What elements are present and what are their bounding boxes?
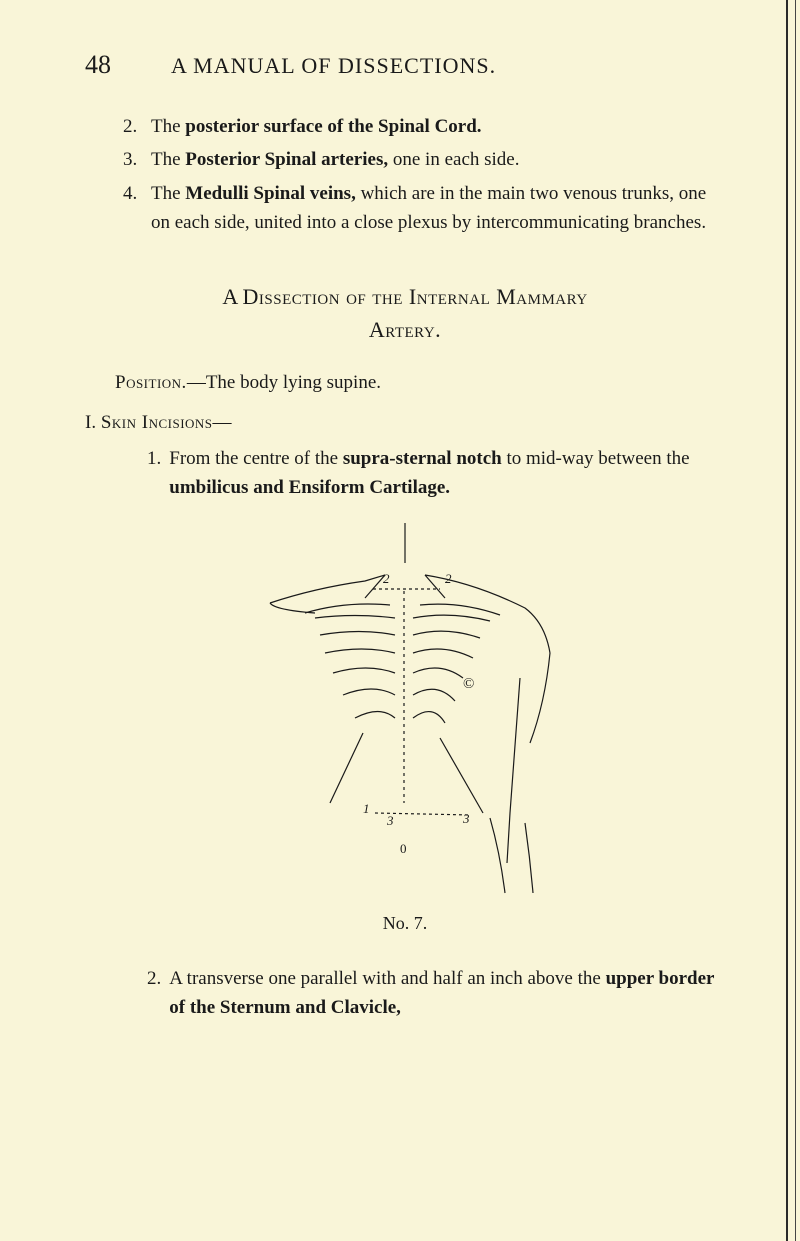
item-number: 3. [123, 145, 143, 174]
figure-label-3b: 3 [462, 811, 470, 826]
roman-section-1: I. Skin Incisions— [85, 412, 725, 434]
page-right-rule-thin [795, 0, 796, 1241]
list-item-4: 4. The Medulli Spinal veins, which are i… [123, 179, 725, 238]
item-number: 4. [123, 179, 143, 238]
position-line: Position.—The body lying supine. [115, 372, 725, 394]
list-item-2: 2. The posterior surface of the Spinal C… [123, 112, 725, 141]
item-text: The Medulli Spinal veins, which are in t… [151, 179, 725, 238]
section-heading: A Dissection of the Internal Mammary Art… [85, 280, 725, 346]
sub-number: 2. [147, 964, 161, 1023]
figure-label-2a: 2 [383, 571, 390, 586]
list-item-3: 3. The Posterior Spinal arteries, one in… [123, 145, 725, 174]
sub-number: 1. [147, 444, 161, 503]
figure-label-3a: 3 [386, 813, 394, 828]
figure-label-bullet: 0 [400, 841, 407, 856]
anatomical-figure: 2 2 1 3 3 © 0 [245, 523, 565, 903]
page-number: 48 [85, 50, 111, 80]
figure-label-1: 1 [363, 801, 370, 816]
figure-caption: No. 7. [85, 913, 725, 934]
page-right-rule [786, 0, 788, 1241]
sub-text: From the centre of the supra-sternal not… [169, 444, 725, 503]
sub-text: A transverse one parallel with and half … [169, 964, 725, 1023]
figure-label-circle: © [463, 676, 474, 692]
figure-label-2b: 2 [445, 571, 452, 586]
item-text: The posterior surface of the Spinal Cord… [151, 112, 725, 141]
top-numbered-list: 2. The posterior surface of the Spinal C… [123, 112, 725, 238]
item-text: The Posterior Spinal arteries, one in ea… [151, 145, 725, 174]
sub-item-1: 1. From the centre of the supra-sternal … [147, 444, 725, 503]
page-title: A MANUAL OF DISSECTIONS. [171, 53, 496, 79]
page-header: 48 A MANUAL OF DISSECTIONS. [85, 50, 725, 80]
item-number: 2. [123, 112, 143, 141]
sub-item-2: 2. A transverse one parallel with and ha… [147, 964, 725, 1023]
figure-container: 2 2 1 3 3 © 0 No. 7. [85, 523, 725, 934]
